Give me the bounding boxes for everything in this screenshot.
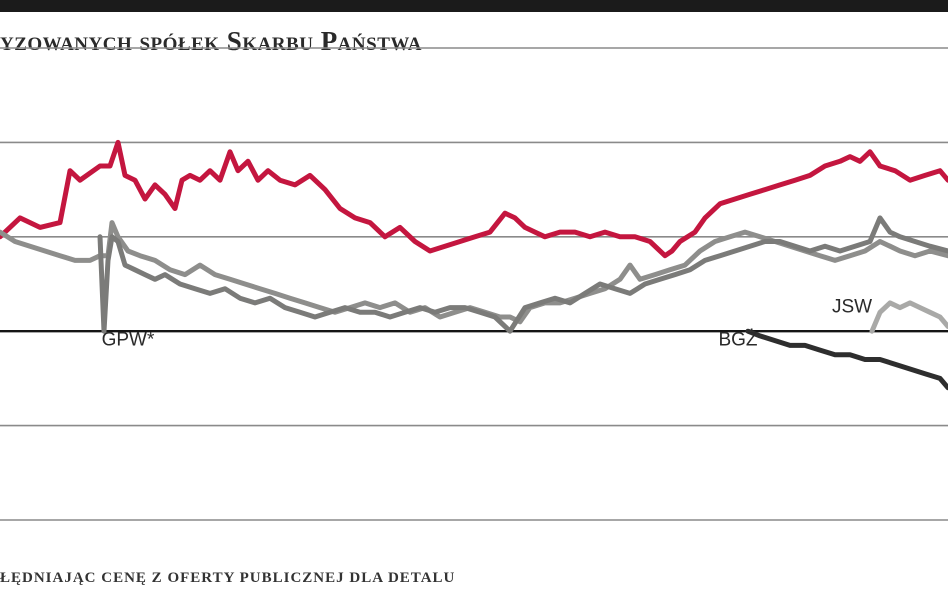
footnote: ŁĘDNIAJĄC CENĘ Z OFERTY PUBLICZNEJ DLA D… (0, 570, 456, 586)
chart-series (0, 139, 948, 391)
series-line-5 (869, 300, 948, 334)
series-line-1 (0, 139, 948, 259)
series-line-4 (745, 328, 948, 391)
series-line-3 (97, 215, 948, 334)
annotation-label: GPW* (102, 329, 155, 350)
annotation-labels: GPW* BGŻ JSW (102, 296, 873, 350)
annotation-label: BGŻ (718, 329, 757, 350)
grid-lines (0, 47, 948, 521)
chart-title: yzowanych spółek Skarbu Państwa (0, 26, 422, 56)
annotation-label: JSW (832, 296, 872, 317)
top-bar (0, 0, 948, 12)
